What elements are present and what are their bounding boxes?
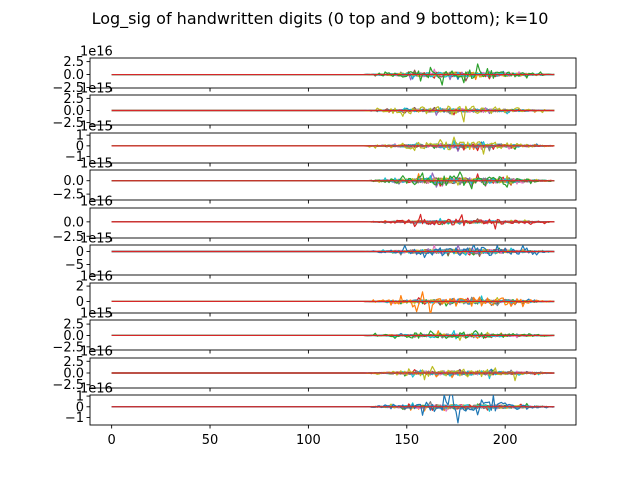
- series-group: [111, 245, 555, 259]
- x-tick-label: 50: [202, 433, 219, 448]
- y-tick-label: 2: [76, 280, 84, 295]
- y-tick-label: 0.0: [63, 174, 84, 189]
- y-tick-label: −2.5: [52, 230, 84, 245]
- subplot-stack: −2.50.02.51e16−2.50.02.51e15−1011e15−2.5…: [52, 45, 577, 429]
- axes-frame: [89, 169, 577, 201]
- y-tick-label: −1: [65, 411, 84, 426]
- y-tick-label: −5: [65, 258, 84, 273]
- chart-title: Log_sig of handwritten digits (0 top and…: [92, 9, 549, 29]
- series-group: [111, 171, 555, 190]
- series-group: [111, 213, 555, 230]
- axes-frame: [89, 282, 577, 314]
- y-offset-label: 1e16: [80, 382, 113, 397]
- shared-x-axis: 0 50 100 150 200: [108, 433, 518, 448]
- series-group: [111, 395, 555, 424]
- y-tick-label: 2.5: [63, 92, 84, 107]
- series-group: [111, 365, 555, 382]
- series-group: [111, 105, 555, 123]
- y-tick-label: 0.0: [63, 329, 84, 344]
- y-tick-label: −2.5: [52, 378, 84, 393]
- y-tick-label: 0.0: [63, 104, 84, 119]
- y-tick-label: 0: [76, 245, 84, 260]
- series-group: [111, 330, 555, 341]
- axes-frame: [89, 132, 577, 164]
- x-tick-label: 100: [296, 433, 321, 448]
- subplot-digit-3: −2.50.0 1e15: [52, 157, 577, 204]
- y-tick-label: −2.5: [52, 188, 84, 203]
- y-tick-label: 2.5: [63, 355, 84, 370]
- y-offset-label: 1e15: [80, 82, 113, 97]
- y-tick-label: −2.5: [52, 340, 84, 355]
- series-group: [111, 136, 555, 155]
- subplot-digit-4: −2.50.0 1e16: [52, 195, 577, 245]
- y-tick-label: 1: [76, 390, 84, 405]
- y-tick-label: 2.5: [63, 318, 84, 333]
- series-group: [111, 291, 555, 313]
- y-tick-label: 0.0: [63, 215, 84, 230]
- y-tick-label: 2.5: [63, 55, 84, 70]
- x-tick-label: 150: [394, 433, 419, 448]
- y-offset-label: 1e16: [80, 345, 113, 360]
- y-offset-label: 1e15: [80, 157, 113, 172]
- y-tick-label: 0: [76, 295, 84, 310]
- y-offset-label: 1e16: [80, 195, 113, 210]
- y-offset-label: 1e15: [80, 307, 113, 322]
- x-tick-label: 200: [493, 433, 518, 448]
- y-tick-label: −1: [65, 150, 84, 165]
- y-tick-label: 0.0: [63, 367, 84, 382]
- y-offset-label: 1e15: [80, 232, 113, 247]
- y-tick-label: 0: [76, 139, 84, 154]
- y-offset-label: 1e15: [80, 120, 113, 135]
- y-offset-label: 1e16: [80, 45, 113, 60]
- y-offset-label: 1e16: [80, 270, 113, 285]
- y-tick-label: −2.5: [52, 116, 84, 131]
- y-tick-label: 0.0: [63, 68, 84, 83]
- axes-frame: [89, 394, 577, 426]
- y-tick-label: 1: [76, 129, 84, 144]
- x-tick-label: 0: [108, 433, 116, 448]
- y-tick-label: −2.5: [52, 81, 84, 96]
- series-group: [111, 63, 555, 86]
- y-tick-label: 0: [76, 400, 84, 415]
